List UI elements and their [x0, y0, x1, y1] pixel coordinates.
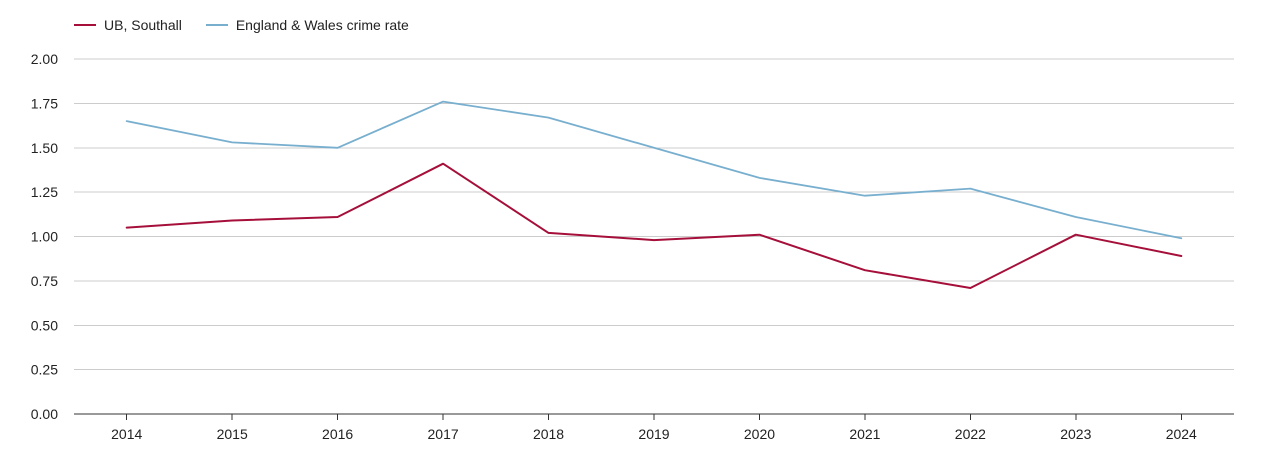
y-tick-label: 2.00: [31, 51, 58, 67]
legend-item-ub-southall[interactable]: UB, Southall: [74, 17, 182, 33]
data-point-ub-southall[interactable]: [1072, 231, 1080, 239]
x-tick-label: 2020: [744, 426, 775, 442]
y-tick-label: 0.25: [31, 362, 58, 378]
x-tick-label: 2022: [955, 426, 986, 442]
data-point-ub-southall[interactable]: [650, 236, 658, 244]
data-point-ub-southall[interactable]: [123, 224, 131, 232]
legend-item-england-wales[interactable]: England & Wales crime rate: [205, 17, 409, 33]
data-point-ub-southall[interactable]: [228, 217, 236, 225]
data-point-england-wales[interactable]: [966, 185, 974, 193]
data-point-england-wales[interactable]: [650, 144, 658, 152]
x-tick-label: 2021: [849, 426, 880, 442]
x-tick-label: 2024: [1166, 426, 1197, 442]
y-tick-label: 0.75: [31, 273, 58, 289]
series-line-ub-southall[interactable]: [125, 162, 1183, 289]
x-tick-label: 2014: [111, 426, 142, 442]
legend: UB, Southall England & Wales crime rate: [74, 14, 433, 36]
data-point-ub-southall[interactable]: [545, 229, 553, 237]
data-point-ub-southall[interactable]: [861, 266, 869, 274]
legend-label-ub-southall: UB, Southall: [104, 17, 182, 33]
data-point-ub-southall[interactable]: [439, 160, 447, 168]
legend-swatch-england-wales: [205, 24, 228, 26]
data-point-ub-southall[interactable]: [1177, 252, 1185, 260]
y-tick-label: 0.50: [31, 317, 58, 333]
legend-label-england-wales: England & Wales crime rate: [235, 17, 409, 33]
x-tick-label: 2016: [322, 426, 353, 442]
x-tick-label: 2019: [638, 426, 669, 442]
y-tick-label: 1.75: [31, 95, 58, 111]
data-point-ub-southall[interactable]: [755, 231, 763, 239]
data-point-england-wales[interactable]: [123, 117, 131, 125]
data-point-ub-southall[interactable]: [966, 284, 974, 292]
data-point-england-wales[interactable]: [755, 174, 763, 182]
data-point-england-wales[interactable]: [228, 138, 236, 146]
x-tick-label: 2023: [1060, 426, 1091, 442]
y-tick-label: 1.00: [31, 229, 58, 245]
x-tick-label: 2018: [533, 426, 564, 442]
data-point-england-wales[interactable]: [439, 98, 447, 106]
data-point-ub-southall[interactable]: [334, 213, 342, 221]
data-point-england-wales[interactable]: [334, 144, 342, 152]
x-tick-label: 2015: [217, 426, 248, 442]
y-tick-label: 1.50: [31, 140, 58, 156]
legend-swatch-ub-southall: [74, 24, 96, 26]
data-point-england-wales[interactable]: [861, 192, 869, 200]
data-point-england-wales[interactable]: [1072, 213, 1080, 221]
x-tick-label: 2017: [428, 426, 459, 442]
y-tick-label: 1.25: [31, 184, 58, 200]
series-line-england-wales[interactable]: [125, 100, 1183, 240]
data-point-england-wales[interactable]: [545, 114, 553, 122]
data-point-england-wales[interactable]: [1177, 234, 1185, 242]
y-tick-label: 0.00: [31, 406, 58, 422]
